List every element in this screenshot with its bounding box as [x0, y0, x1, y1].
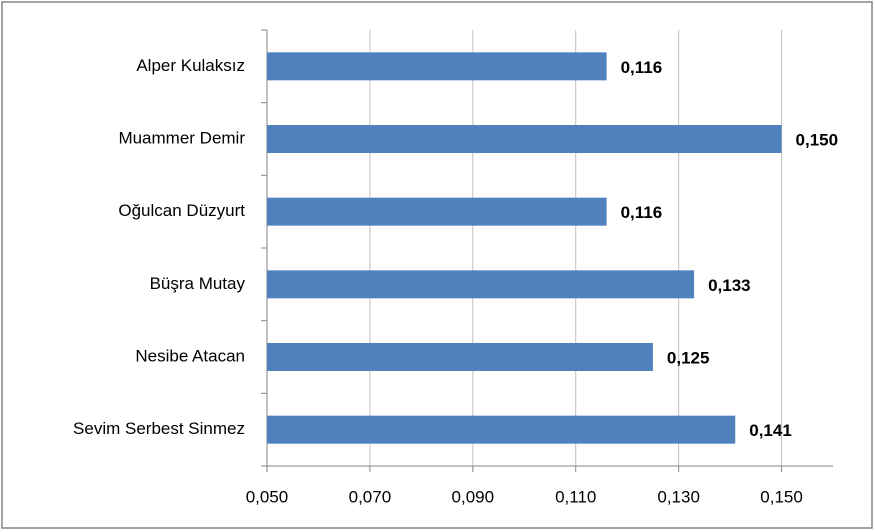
x-tick-label: 0,070	[349, 487, 392, 506]
value-label: 0,116	[621, 203, 663, 222]
value-label: 0,150	[796, 130, 839, 149]
value-label: 0,116	[621, 58, 663, 77]
value-label: 0,133	[708, 276, 751, 295]
x-tick-label: 0,130	[657, 487, 700, 506]
x-tick-label: 0,150	[760, 487, 803, 506]
y-tick-label: Büşra Mutay	[150, 274, 246, 293]
y-tick-label: Sevim Serbest Sinmez	[73, 419, 245, 438]
bar	[267, 125, 782, 153]
y-tick-label: Alper Kulaksız	[136, 56, 245, 75]
bar	[267, 415, 736, 444]
bar	[267, 270, 695, 299]
value-label: 0,141	[749, 421, 792, 440]
bar	[267, 197, 607, 226]
x-tick-label: 0,090	[452, 487, 495, 506]
bar	[267, 343, 653, 371]
y-tick-label: Muammer Demir	[118, 128, 245, 147]
x-tick-label: 0,110	[555, 487, 596, 506]
y-tick-label: Oğulcan Düzyurt	[118, 201, 245, 220]
value-label: 0,125	[667, 348, 710, 367]
y-tick-label: Nesibe Atacan	[135, 346, 245, 365]
bar	[267, 52, 607, 81]
x-tick-label: 0,050	[246, 487, 289, 506]
